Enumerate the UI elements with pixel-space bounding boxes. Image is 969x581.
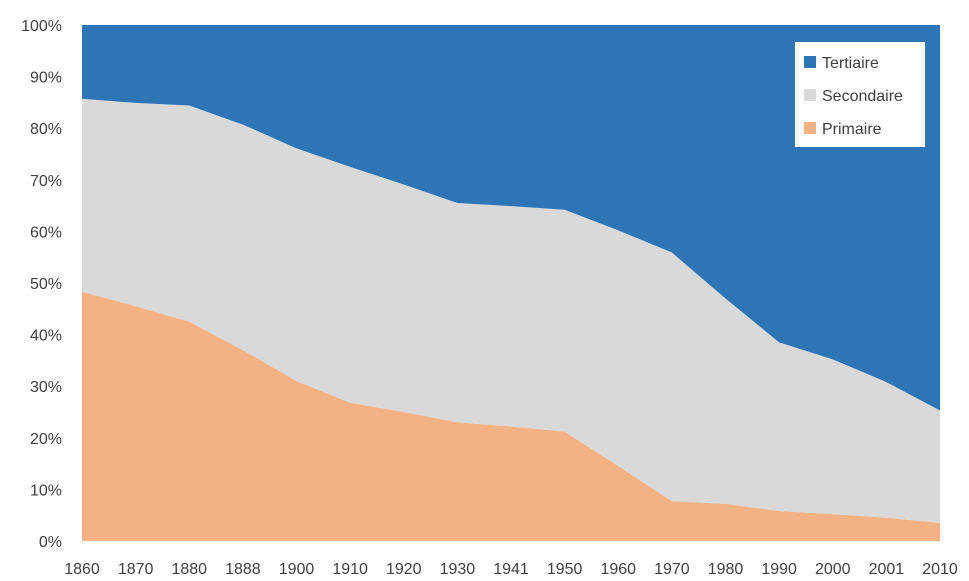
x-tick-label: 1950: [547, 561, 583, 578]
x-tick-label: 1880: [171, 561, 207, 578]
y-tick-label: 60%: [30, 224, 62, 241]
y-tick-label: 30%: [30, 379, 62, 396]
x-tick-label: 1941: [493, 561, 529, 578]
y-tick-label: 0%: [39, 534, 62, 551]
legend-label-secondaire: Secondaire: [822, 88, 903, 105]
x-tick-label: 1910: [332, 561, 368, 578]
areas-layer: [82, 25, 940, 541]
legend-swatch-primaire: [804, 122, 816, 134]
y-tick-label: 20%: [30, 431, 62, 448]
y-tick-label: 100%: [21, 18, 62, 35]
area-series-primaire: [82, 291, 940, 541]
y-tick-label: 50%: [30, 276, 62, 293]
x-tick-label: 1990: [761, 561, 797, 578]
legend-box: [795, 42, 925, 147]
legend-swatch-tertiaire: [804, 56, 816, 68]
x-tick-label: 2000: [815, 561, 851, 578]
area-series-secondaire: [82, 98, 940, 523]
y-tick-label: 40%: [30, 328, 62, 345]
legend: Tertiaire Secondaire Primaire: [795, 42, 925, 147]
legend-label-tertiaire: Tertiaire: [822, 55, 879, 72]
area-series-tertiaire: [82, 25, 940, 411]
y-axis: 0% 10% 20% 30% 40% 50% 60% 70% 80% 90% 100%: [21, 18, 62, 551]
y-tick-label: 10%: [30, 482, 62, 499]
x-tick-label: 2001: [869, 561, 905, 578]
x-tick-label: 1930: [440, 561, 476, 578]
y-tick-label: 80%: [30, 121, 62, 138]
x-tick-label: 1870: [118, 561, 154, 578]
x-tick-label: 1888: [225, 561, 261, 578]
x-tick-label: 1900: [279, 561, 315, 578]
y-tick-label: 70%: [30, 173, 62, 190]
x-axis: 1860 1870 1880 1888 1900 1910 1920 1930 1941 1950…: [64, 561, 958, 578]
x-tick-label: 1980: [708, 561, 744, 578]
x-tick-label: 1860: [64, 561, 100, 578]
y-tick-label: 90%: [30, 70, 62, 87]
x-tick-label: 2010: [922, 561, 958, 578]
legend-swatch-secondaire: [804, 89, 816, 101]
x-tick-label: 1920: [386, 561, 422, 578]
x-tick-label: 1960: [600, 561, 636, 578]
legend-label-primaire: Primaire: [822, 121, 882, 138]
x-tick-label: 1970: [654, 561, 690, 578]
